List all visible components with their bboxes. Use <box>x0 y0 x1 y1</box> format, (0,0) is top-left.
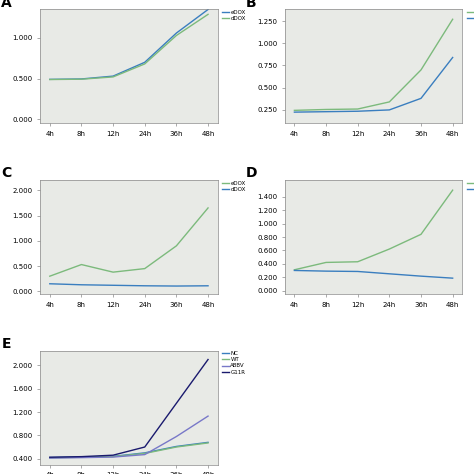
Legend: eDOX, dDOX: eDOX, dDOX <box>467 10 474 21</box>
Text: D: D <box>246 166 257 181</box>
Text: A: A <box>1 0 12 10</box>
Legend: eDOX, dDOX: eDOX, dDOX <box>222 181 246 192</box>
Legend: eDOX, dDOX: eDOX, dDOX <box>467 181 474 192</box>
Text: B: B <box>246 0 256 10</box>
Legend: eDOX, dDOX: eDOX, dDOX <box>222 10 246 21</box>
Text: C: C <box>1 166 11 181</box>
Legend: NC, WT, ABBV, G11R: NC, WT, ABBV, G11R <box>222 351 246 374</box>
Text: E: E <box>1 337 11 351</box>
